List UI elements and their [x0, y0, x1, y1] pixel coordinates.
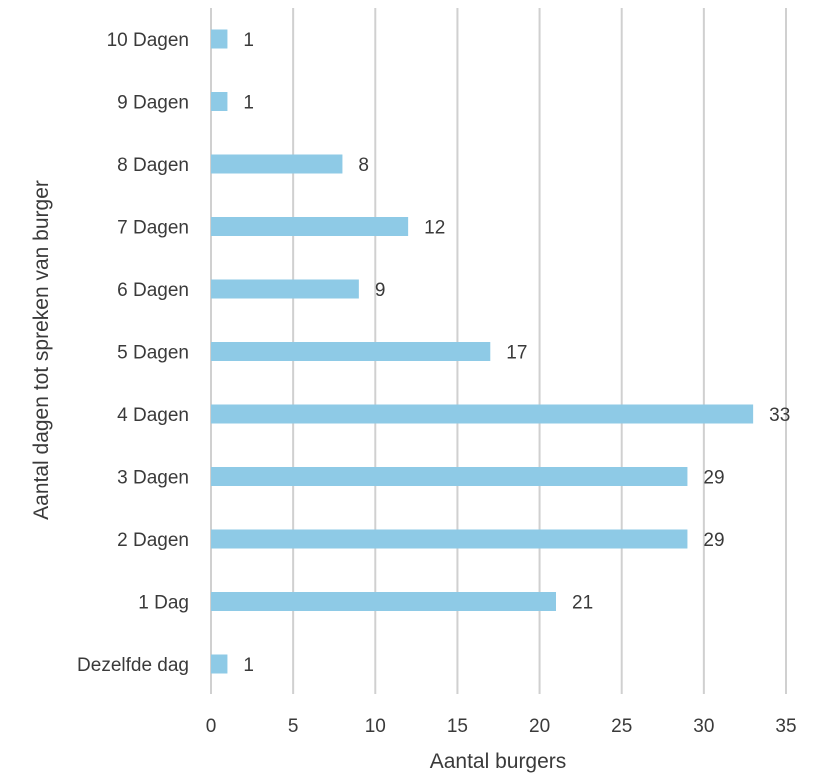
category-label: 7 Dagen: [117, 218, 189, 239]
x-tick-label: 5: [288, 716, 299, 737]
bar: [211, 404, 754, 424]
x-tick-label: 30: [693, 716, 714, 737]
bar: [211, 92, 228, 111]
data-label: 1: [243, 93, 254, 114]
data-label: 8: [358, 155, 369, 176]
bar: [211, 217, 409, 236]
bar: [211, 467, 688, 486]
bar: [211, 342, 491, 361]
data-label: 17: [506, 343, 527, 364]
bar: [211, 279, 359, 299]
x-tick-labels: 0 5 10 15 20 25 30 35: [206, 716, 797, 737]
category-label: 10 Dagen: [107, 30, 189, 51]
bar: [211, 154, 343, 174]
category-label: 6 Dagen: [117, 280, 189, 301]
data-label: 9: [375, 280, 386, 301]
data-label: 21: [572, 593, 593, 614]
category-label: 1 Dag: [138, 593, 189, 614]
bar: [211, 29, 228, 49]
x-tick-label: 10: [365, 716, 386, 737]
data-label: 29: [703, 468, 724, 489]
bar: [211, 654, 228, 674]
data-labels: 1 1 8 12 9 17 33 29 29 21 1: [243, 30, 790, 676]
data-label: 1: [243, 655, 254, 676]
category-label: 8 Dagen: [117, 155, 189, 176]
category-label: 5 Dagen: [117, 343, 189, 364]
x-tick-label: 35: [775, 716, 796, 737]
category-label: 4 Dagen: [117, 405, 189, 426]
y-axis-title: Aantal dagen tot spreken van burger: [30, 180, 53, 520]
bar: [211, 592, 556, 611]
data-label: 1: [243, 30, 254, 51]
x-tick-label: 15: [447, 716, 468, 737]
category-labels: 10 Dagen 9 Dagen 8 Dagen 7 Dagen 6 Dagen 5 Da…: [77, 30, 189, 676]
data-label: 12: [424, 218, 445, 239]
x-axis-title: Aantal burgers: [430, 750, 567, 773]
category-label: 9 Dagen: [117, 93, 189, 114]
bar: [211, 529, 688, 549]
category-label: 3 Dagen: [117, 468, 189, 489]
bars: [211, 29, 754, 674]
data-label: 29: [703, 530, 724, 551]
data-label: 33: [769, 405, 790, 426]
category-label: 2 Dagen: [117, 530, 189, 551]
x-tick-label: 0: [206, 716, 217, 737]
category-label: Dezelfde dag: [77, 655, 189, 676]
x-tick-label: 25: [611, 716, 632, 737]
x-tick-label: 20: [529, 716, 550, 737]
